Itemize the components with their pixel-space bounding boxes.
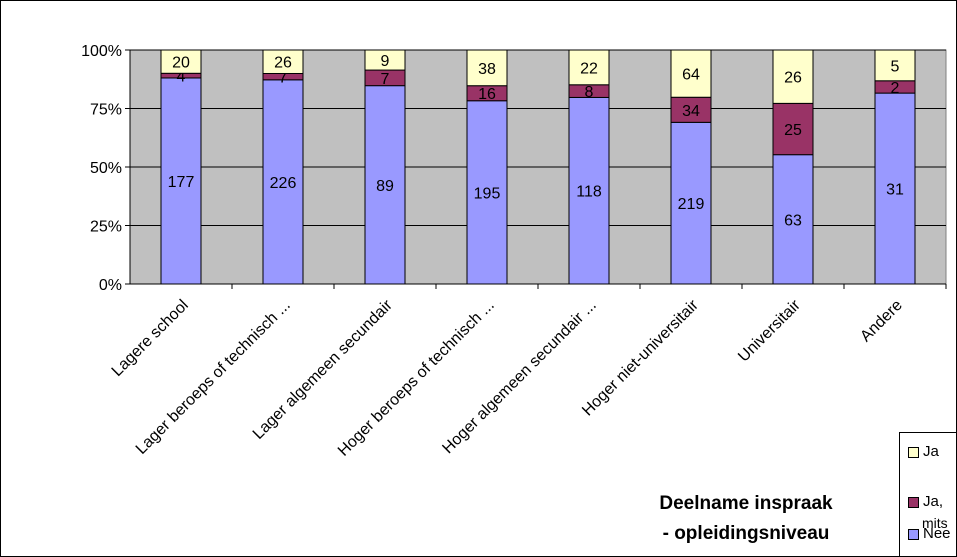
bar-segment bbox=[568, 49, 610, 86]
legend-swatch-nee bbox=[908, 528, 919, 540]
data-label: 2 bbox=[891, 80, 900, 97]
data-label: 9 bbox=[381, 53, 390, 70]
y-tick-label: 50% bbox=[90, 160, 122, 177]
data-label: 31 bbox=[886, 182, 904, 199]
bar-segment bbox=[670, 96, 712, 123]
data-label: 26 bbox=[784, 70, 802, 87]
legend-swatch-ja bbox=[908, 446, 919, 458]
bar-segment bbox=[262, 49, 304, 74]
y-tick-label: 25% bbox=[90, 219, 122, 236]
x-tick-label: Lagere school bbox=[109, 297, 192, 380]
data-label: 177 bbox=[168, 174, 195, 191]
bar-segment bbox=[772, 49, 814, 104]
data-label: 89 bbox=[376, 178, 394, 195]
data-label: 38 bbox=[478, 61, 496, 78]
data-label: 34 bbox=[682, 103, 700, 120]
legend-swatch-ja-mits bbox=[908, 496, 919, 508]
y-tick-label: 0% bbox=[99, 277, 122, 294]
bar-segment bbox=[568, 96, 610, 285]
data-label: 7 bbox=[381, 71, 390, 88]
bar-segment bbox=[670, 121, 712, 285]
data-label: 118 bbox=[576, 184, 602, 201]
bar-segment bbox=[772, 154, 814, 285]
bar-segment bbox=[670, 49, 712, 98]
data-label: 20 bbox=[172, 55, 190, 72]
data-label: 226 bbox=[270, 175, 297, 192]
legend-label-nee: Nee bbox=[923, 525, 951, 542]
bar-segment bbox=[772, 102, 814, 156]
data-label: 195 bbox=[474, 185, 501, 202]
data-label: 7 bbox=[279, 70, 288, 87]
bar-segment bbox=[364, 49, 406, 71]
bar-segment bbox=[874, 49, 916, 82]
chart-title: Deelname inspraak - opleidingsniveau bbox=[611, 489, 881, 549]
bar-segment bbox=[160, 77, 202, 285]
data-label: 26 bbox=[274, 55, 292, 72]
bar-segment bbox=[466, 100, 508, 285]
data-label: 25 bbox=[784, 122, 802, 139]
y-tick-label: 75% bbox=[90, 102, 122, 119]
legend: Ja Ja, mits Nee bbox=[899, 432, 956, 556]
x-tick-label: Hoger niet-universitair bbox=[579, 296, 702, 419]
data-label: 16 bbox=[478, 86, 496, 103]
bar-segment bbox=[874, 92, 916, 285]
legend-item-nee: Nee bbox=[908, 525, 951, 542]
chart-title-line-1: Deelname inspraak bbox=[659, 493, 833, 514]
x-tick-label: Andere bbox=[857, 297, 906, 346]
legend-label-ja-mits: Ja, bbox=[923, 493, 944, 510]
legend-item-ja-mits: Ja, bbox=[908, 493, 943, 510]
legend-label-ja-mits-line-2: mits bbox=[922, 515, 948, 531]
x-tick-label: Universitair bbox=[735, 296, 804, 365]
data-label: 64 bbox=[682, 67, 700, 84]
chart-title-line-2: - opleidingsniveau bbox=[662, 523, 830, 544]
bar-segment bbox=[262, 79, 304, 285]
bar-segment bbox=[160, 49, 202, 74]
data-label: 22 bbox=[580, 60, 598, 77]
data-label: 4 bbox=[177, 69, 186, 86]
bar-segment bbox=[364, 85, 406, 285]
data-label: 219 bbox=[678, 196, 705, 213]
bar-segment bbox=[466, 49, 508, 87]
data-label: 5 bbox=[891, 58, 900, 75]
legend-item-ja: Ja bbox=[908, 443, 939, 460]
y-tick-label: 100% bbox=[81, 43, 122, 60]
data-label: 63 bbox=[784, 212, 802, 229]
legend-label-ja: Ja bbox=[923, 443, 939, 460]
data-label: 8 bbox=[585, 84, 594, 101]
